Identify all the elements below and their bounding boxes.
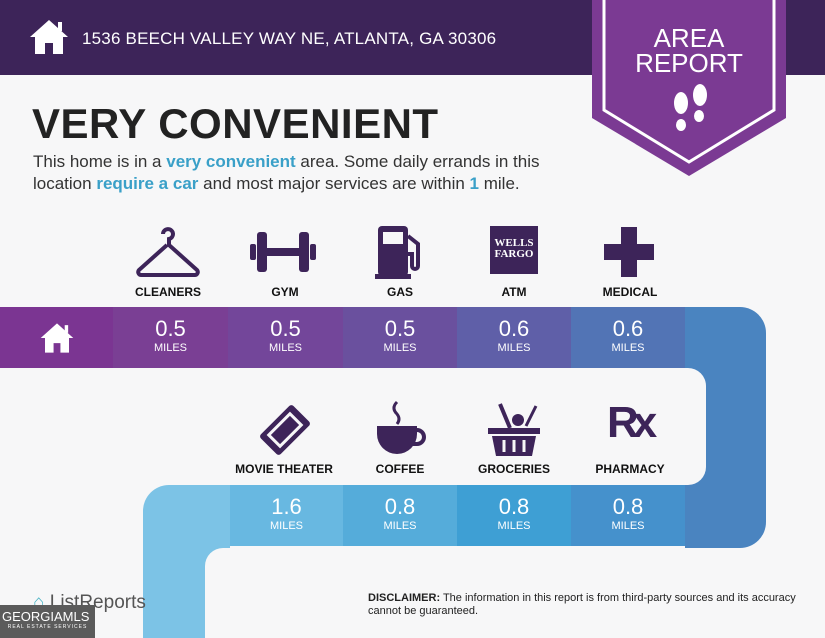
- page-title: VERY CONVENIENT: [32, 100, 439, 147]
- distance-pharmacy: 0.8 MILES: [571, 485, 685, 546]
- label-movie-theater: MOVIE THEATER: [235, 462, 333, 476]
- distance-gym: 0.5 MILES: [228, 307, 343, 368]
- path-gap: [0, 368, 706, 485]
- house-icon: [30, 20, 68, 54]
- distance-movie-theater: 1.6 MILES: [230, 485, 343, 546]
- disclaimer: DISCLAIMER: The information in this repo…: [368, 592, 796, 617]
- label-groceries: GROCERIES: [477, 462, 550, 476]
- label-coffee: COFFEE: [375, 462, 425, 476]
- distance-coffee: 0.8 MILES: [343, 485, 457, 546]
- area-report-badge: [592, 0, 786, 176]
- georgiamls-logo: GEORGIAMLS REAL ESTATE SERVICES: [0, 605, 95, 638]
- footprints-icon: [674, 84, 707, 131]
- hanger-icon: [136, 227, 200, 277]
- label-atm: ATM: [501, 285, 527, 299]
- dumbbell-icon: [250, 232, 316, 272]
- address: 1536 BEECH VALLEY WAY NE, ATLANTA, GA 30…: [82, 29, 497, 48]
- summary-text: This home is in a very convenient area. …: [33, 152, 540, 193]
- medical-cross-icon: [604, 227, 654, 277]
- label-gym: GYM: [271, 285, 299, 299]
- distance-groceries: 0.8 MILES: [457, 485, 571, 546]
- label-pharmacy: PHARMACY: [595, 462, 665, 476]
- ticket-icon: [260, 405, 310, 455]
- rx-icon: Rx: [607, 398, 657, 447]
- badge-title: AREA REPORT: [635, 23, 743, 78]
- distance-cleaners: 0.5 MILES: [113, 307, 228, 368]
- label-medical: MEDICAL: [602, 285, 658, 299]
- gas-pump-icon: [375, 226, 420, 279]
- label-gas: GAS: [386, 285, 413, 299]
- house-icon: [40, 323, 73, 353]
- distance-medical: 0.6 MILES: [571, 307, 685, 368]
- label-cleaners: CLEANERS: [134, 285, 201, 299]
- wells-fargo-icon: WELLS FARGO: [490, 226, 538, 274]
- path-gap-bottom: [205, 548, 235, 638]
- home-cell: [0, 307, 113, 368]
- grocery-basket-icon: [488, 403, 540, 456]
- distance-atm: 0.6 MILES: [457, 307, 571, 368]
- distance-gas: 0.5 MILES: [343, 307, 457, 368]
- coffee-cup-icon: [377, 400, 426, 454]
